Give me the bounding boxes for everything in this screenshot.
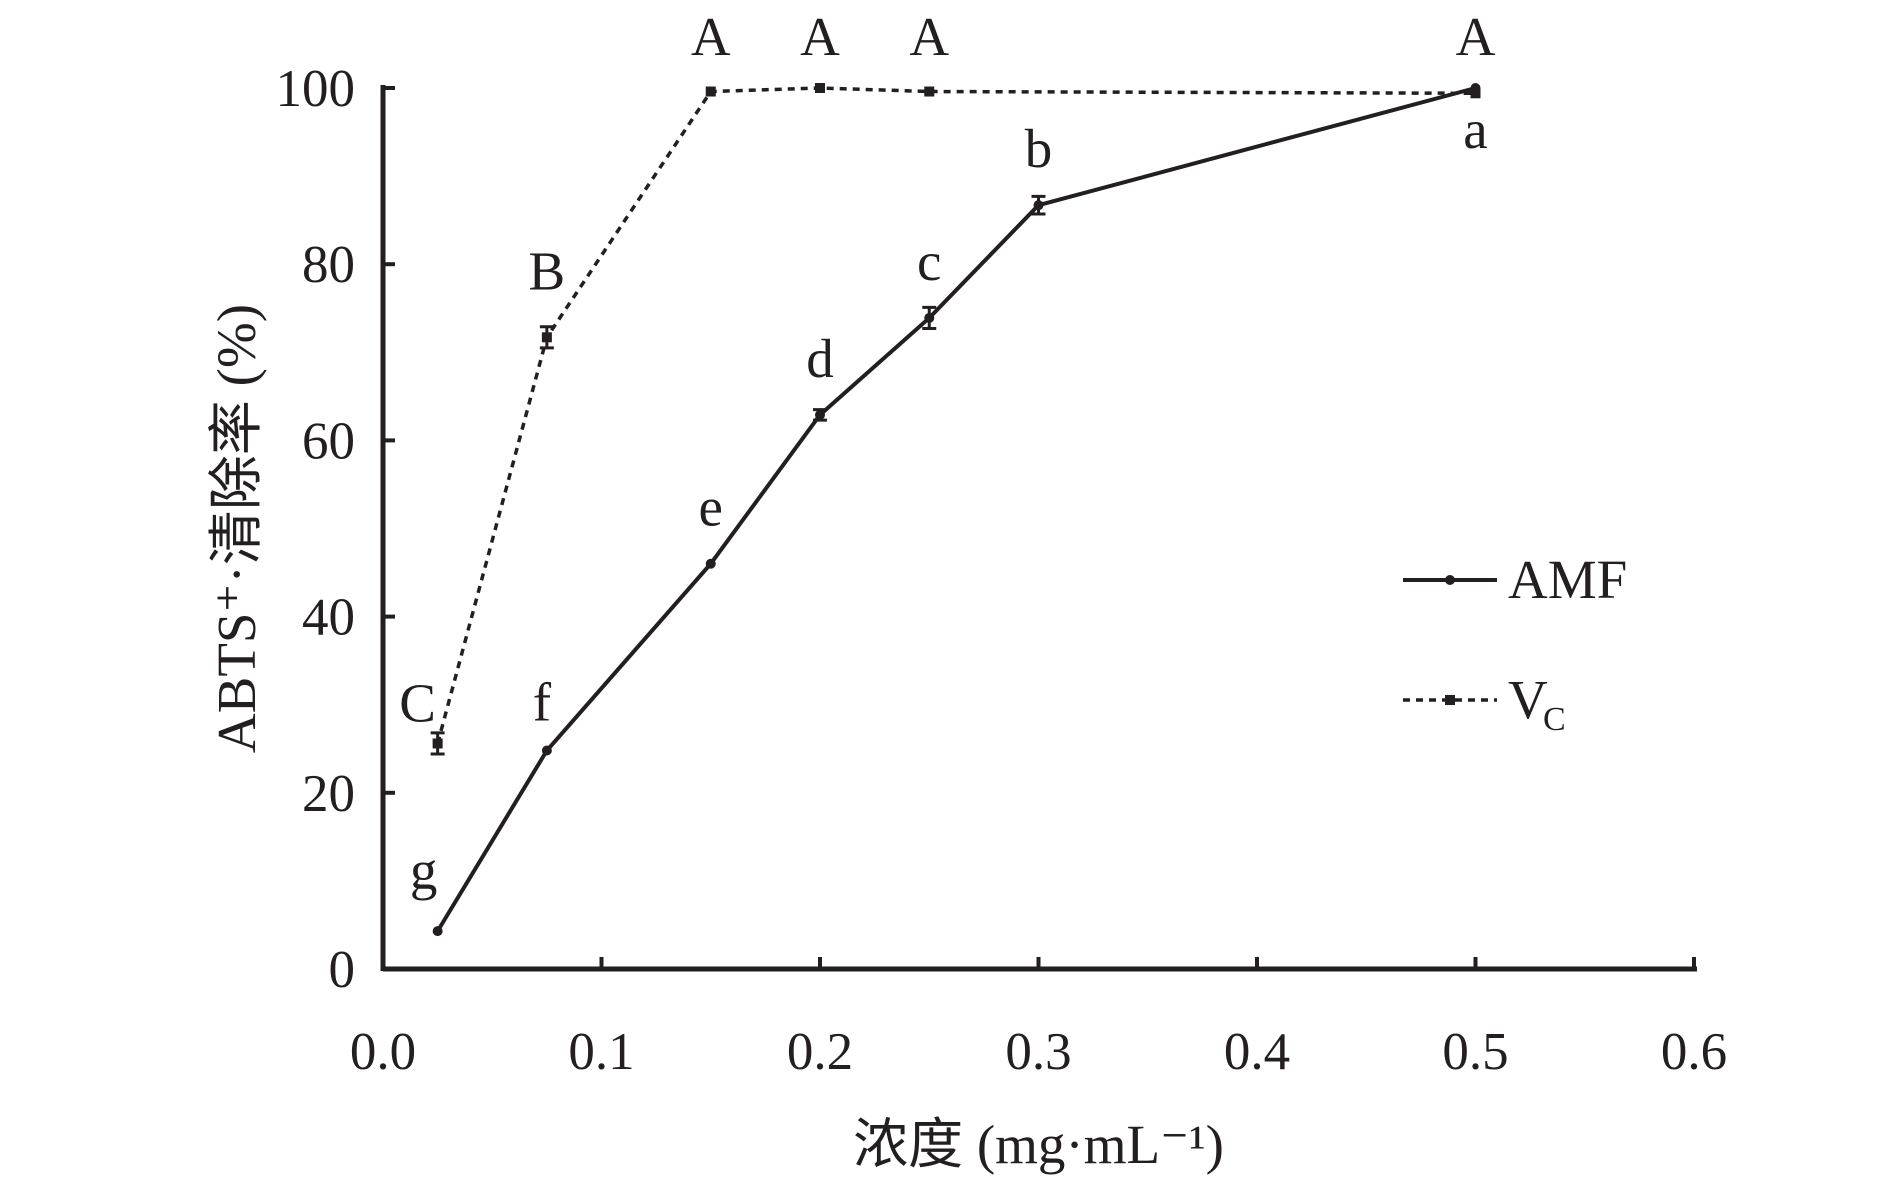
- x-tick-label: 0.2: [787, 1023, 853, 1081]
- data-point: [815, 409, 825, 420]
- legend-vc-label: V: [1508, 669, 1548, 730]
- x-axis-label: 浓度 (mg·mL⁻¹): [853, 1114, 1224, 1175]
- significance-letter: B: [529, 240, 566, 301]
- y-tick-label: 80: [302, 236, 355, 294]
- significance-letter: A: [1456, 6, 1496, 67]
- x-tick-label: 0.6: [1661, 1023, 1727, 1081]
- series-line-amf: [435, 86, 1477, 933]
- data-point: [924, 86, 935, 97]
- x-tick-label: 0.5: [1442, 1023, 1508, 1081]
- legend-vc-marker: [1445, 695, 1455, 705]
- x-tick-label: 0.4: [1224, 1023, 1290, 1081]
- data-point: [705, 86, 716, 97]
- data-point: [705, 558, 716, 569]
- x-tick-label: 0.1: [568, 1023, 634, 1081]
- y-tick-label: 60: [302, 412, 355, 470]
- y-axis-label: ABTS⁺·清除率 (%): [206, 304, 267, 753]
- legend-amf-marker: [1445, 575, 1455, 585]
- x-tick-label: 0.3: [1005, 1023, 1071, 1081]
- series-line-vc: [435, 86, 1476, 744]
- data-point: [1033, 200, 1044, 211]
- legend-amf-label: AMF: [1508, 549, 1627, 610]
- significance-letter: f: [533, 672, 552, 733]
- x-tick-label: 0.0: [350, 1023, 416, 1081]
- data-point: [924, 312, 935, 323]
- significance-letter: g: [410, 840, 438, 901]
- significance-letter: a: [1463, 99, 1487, 160]
- significance-letter: A: [909, 6, 949, 67]
- significance-letter: e: [699, 477, 723, 538]
- data-point: [1470, 88, 1481, 99]
- y-tick-label: 100: [276, 60, 356, 118]
- significance-letter: c: [917, 231, 941, 292]
- significance-letter: A: [800, 6, 840, 67]
- data-point: [541, 332, 552, 343]
- y-tick-label: 0: [329, 941, 356, 999]
- data-point: [815, 83, 825, 93]
- significance-letter: C: [399, 672, 436, 733]
- significance-letter: b: [1025, 118, 1053, 179]
- legend-vc-subscript: C: [1543, 701, 1566, 738]
- y-tick-label: 40: [302, 589, 355, 647]
- data-point: [432, 926, 443, 937]
- significance-letter: d: [806, 328, 834, 389]
- data-point: [541, 745, 552, 756]
- significance-letter: A: [691, 6, 731, 67]
- data-point: [432, 738, 443, 749]
- y-tick-label: 20: [302, 765, 355, 823]
